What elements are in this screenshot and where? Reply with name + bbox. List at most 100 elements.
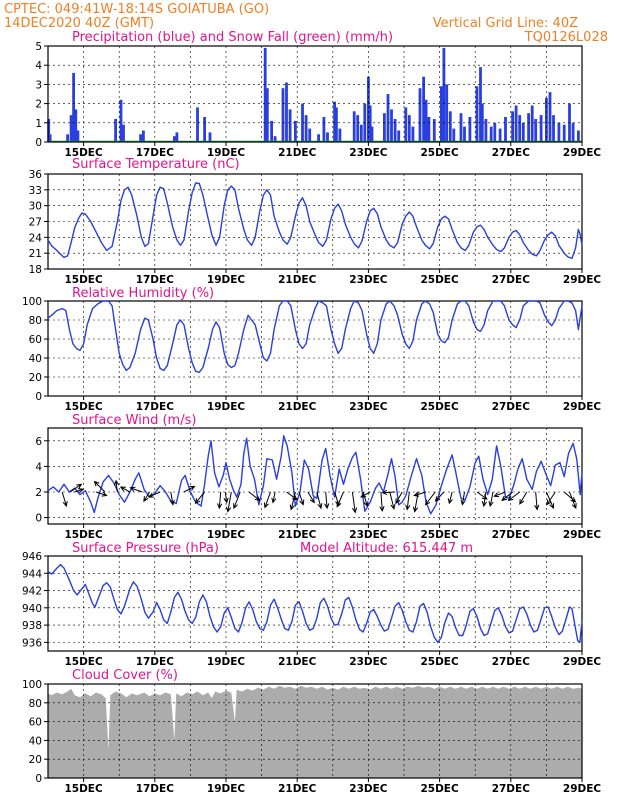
x-tick-label-wind: 17DEC <box>136 529 175 541</box>
precip-bar-60 <box>463 126 466 142</box>
precip-bar-32 <box>335 107 338 142</box>
wind-vector-36 <box>412 491 419 513</box>
x-tick-label-humidity: 21DEC <box>278 401 317 413</box>
precip-bar-5 <box>74 109 78 142</box>
precip-bar-68 <box>498 128 502 142</box>
precip-bar-1 <box>48 134 52 142</box>
precip-bar-48 <box>411 126 415 142</box>
y-tick-label-precipitation: 4 <box>35 60 42 72</box>
precip-bar-30 <box>326 132 329 142</box>
precip-bar-74 <box>527 113 530 142</box>
y-tick-label-humidity: 0 <box>35 391 42 403</box>
precip-bar-19 <box>270 120 273 142</box>
y-tick-label-humidity: 100 <box>22 296 42 308</box>
wind-vector-16 <box>233 491 241 510</box>
x-tick-label-temperature: 25DEC <box>420 274 459 286</box>
y-tick-label-pressure: 942 <box>22 586 42 598</box>
x-tick-label-humidity: 27DEC <box>492 401 531 413</box>
y-tick-label-cloud: 40 <box>29 735 42 747</box>
precip-bar-47 <box>407 115 411 142</box>
precip-bar-58 <box>452 128 456 142</box>
precip-bar-75 <box>530 105 534 142</box>
precip-bar-69 <box>504 117 507 142</box>
y-tick-label-temperature: 30 <box>29 201 42 213</box>
wind-vector-35 <box>405 491 411 511</box>
precip-bar-29 <box>322 117 326 142</box>
wind-vector-25 <box>324 491 330 510</box>
y-tick-label-wind: 4 <box>35 461 42 473</box>
wind-vector-44 <box>488 491 494 508</box>
precip-bar-44 <box>393 119 397 142</box>
precip-bar-77 <box>539 115 543 142</box>
precip-bar-25 <box>301 103 304 142</box>
precip-bar-14 <box>196 107 199 142</box>
wind-vector-8 <box>143 491 150 503</box>
precip-bar-34 <box>352 111 356 142</box>
x-tick-label-pressure: 25DEC <box>420 656 459 668</box>
wind-vector-47 <box>507 491 520 502</box>
wind-vector-5 <box>113 479 120 493</box>
x-tick-label-humidity: 17DEC <box>136 401 175 413</box>
x-tick-label-wind: 23DEC <box>349 529 388 541</box>
precip-bar-7 <box>114 119 117 142</box>
wind-vector-39 <box>434 491 445 502</box>
wind-vector-3 <box>95 491 108 497</box>
wind-vector-13 <box>217 491 223 510</box>
precip-bar-46 <box>404 107 408 142</box>
x-tick-label-temperature: 19DEC <box>207 274 246 286</box>
precip-bar-56 <box>445 84 449 142</box>
y-tick-label-wind: 0 <box>35 513 42 525</box>
precip-bar-82 <box>562 124 566 142</box>
precip-bar-45 <box>397 130 401 142</box>
y-tick-label-precipitation: 0 <box>35 137 42 149</box>
header-grid-note: Vertical Grid Line: 40Z <box>433 16 578 31</box>
panels: 0 1 2 3 4 5 15DEC 17DEC 19DEC 21DEC 23DEC 25DEC 27DE… <box>22 41 601 795</box>
x-tick-label-temperature: 29DEC <box>563 274 602 286</box>
wind-vector-45 <box>493 491 506 498</box>
wind-vector-19 <box>271 491 277 504</box>
y-tick-label-temperature: 27 <box>29 217 42 229</box>
precip-bar-40 <box>370 126 374 142</box>
precip-bar-35 <box>356 115 360 142</box>
precip-bar-76 <box>534 119 538 142</box>
y-tick-label-pressure: 940 <box>22 603 42 615</box>
precip-bar-8 <box>119 99 123 142</box>
precip-bar-36 <box>359 124 363 142</box>
y-tick-label-cloud: 20 <box>29 754 42 766</box>
wind-vector-34 <box>395 491 403 505</box>
precip-bar-51 <box>424 99 428 142</box>
precip-bar-4 <box>72 72 75 142</box>
wind-vector-21 <box>289 491 296 511</box>
x-tick-label-cloud: 27DEC <box>492 783 531 795</box>
y-tick-label-cloud: 0 <box>35 773 42 785</box>
precip-bar-62 <box>475 86 479 142</box>
precip-bar-15 <box>203 117 206 142</box>
x-tick-label-temperature: 17DEC <box>136 274 175 286</box>
humidity-line <box>47 300 583 373</box>
y-tick-label-pressure: 936 <box>22 637 42 649</box>
precip-bar-49 <box>418 88 422 142</box>
x-tick-label-humidity: 23DEC <box>349 401 388 413</box>
precip-bar-16 <box>208 132 212 142</box>
x-tick-label-precipitation: 27DEC <box>492 147 531 159</box>
wind-vector-28 <box>351 491 358 514</box>
precip-bar-20 <box>273 136 277 142</box>
pressure-line <box>47 563 583 644</box>
precip-bar-28 <box>317 134 320 142</box>
y-tick-label-pressure: 944 <box>22 568 42 580</box>
x-tick-label-precipitation: 25DEC <box>420 147 459 159</box>
x-tick-label-pressure: 19DEC <box>207 656 246 668</box>
wind-vector-10 <box>169 491 175 506</box>
precip-bar-55 <box>442 47 446 142</box>
wind-vector-38 <box>424 491 436 506</box>
x-tick-label-precipitation: 15DEC <box>64 147 103 159</box>
wind-vector-33 <box>381 489 396 496</box>
plot-frame <box>47 45 583 143</box>
y-tick-label-precipitation: 3 <box>35 79 42 91</box>
precip-bar-13 <box>175 132 179 142</box>
panel-title-humidity: Relative Humidity (%) <box>72 286 214 301</box>
precip-bar-61 <box>468 117 472 142</box>
panel-cloud: 0 20 40 60 80 100 15DEC 17DEC 19DEC 21DEC 23DEC 25D… <box>22 679 601 795</box>
precip-bar-67 <box>493 122 497 142</box>
x-tick-label-wind: 15DEC <box>64 529 103 541</box>
